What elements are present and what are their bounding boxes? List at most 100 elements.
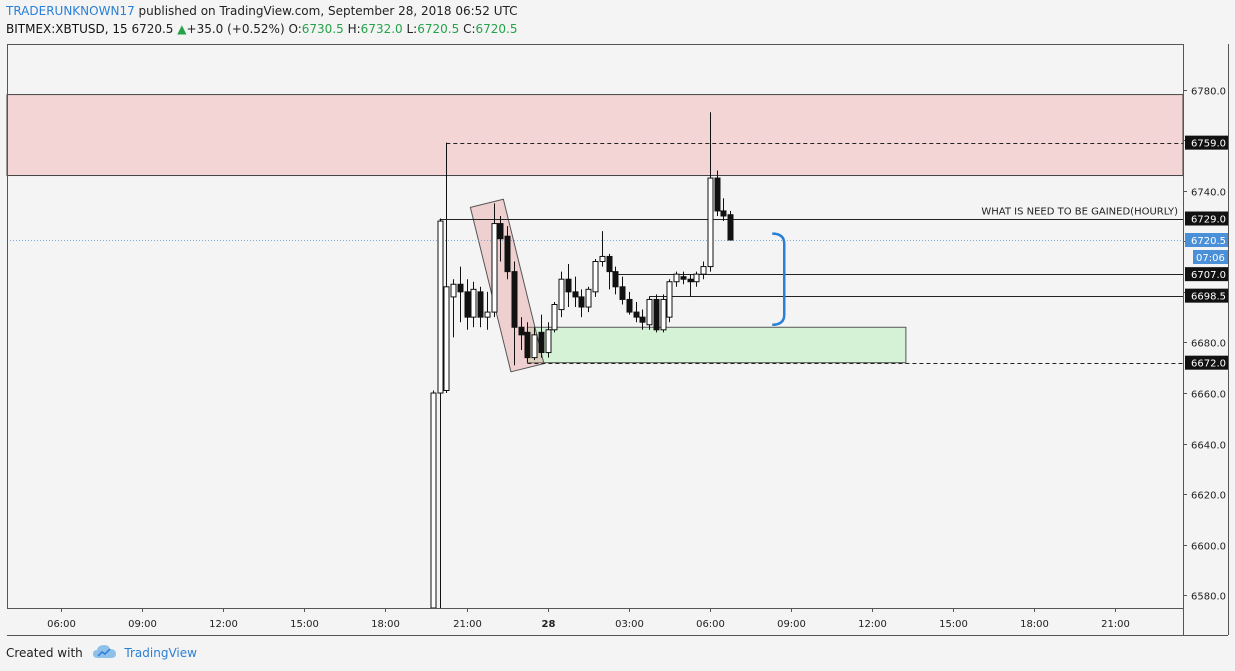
candle [619, 276, 626, 305]
countdown-tag-bg [1193, 250, 1228, 265]
candle-body [511, 271, 518, 328]
candle-body [443, 286, 450, 391]
candle [457, 266, 464, 323]
level-price-tag: 6672.0 [1191, 359, 1226, 370]
candle-body [551, 304, 558, 331]
candle [531, 327, 538, 361]
low-label: L: [406, 22, 418, 36]
tradingview-link[interactable]: TradingView [124, 646, 197, 660]
close-value: 6720.5 [475, 22, 518, 36]
candle-body [612, 271, 619, 288]
bracket-mark [772, 232, 786, 326]
x-tick-label: 12:00 [209, 619, 238, 630]
candle-body [639, 316, 646, 323]
candle-body [714, 177, 721, 212]
candle [464, 279, 471, 330]
candle-body [680, 276, 687, 280]
candle-body [592, 261, 599, 293]
high-value: 6732.0 [360, 22, 403, 36]
candle-body [660, 298, 667, 331]
level-price-tag-bg [1185, 211, 1228, 226]
footer: Created with TradingView [6, 645, 197, 665]
countdown-tag: 07:06 [1196, 253, 1225, 264]
created-with-label: Created with [6, 646, 83, 660]
x-tick-label: 09:00 [777, 619, 806, 630]
candle-body [687, 278, 694, 283]
candle-body [578, 296, 585, 308]
candle [578, 289, 585, 318]
candle-body [491, 223, 498, 313]
x-tick-label: 28 [542, 619, 556, 630]
pullback-box [469, 198, 545, 373]
candle-body [720, 210, 727, 217]
level-price-tag-bg [1185, 267, 1228, 282]
x-tick-label: 21:00 [1101, 619, 1130, 630]
candle-body [504, 235, 511, 273]
open-label: O: [288, 22, 302, 36]
x-tick-label: 21:00 [453, 619, 482, 630]
candle-body [599, 255, 606, 263]
candle [633, 301, 640, 323]
candle-body [619, 286, 626, 300]
candle [612, 266, 619, 295]
low-value: 6720.5 [417, 22, 460, 36]
candle-body [558, 278, 565, 311]
candle-body [707, 177, 714, 268]
candle-body [700, 266, 707, 275]
tradingview-cloud-icon [92, 645, 117, 662]
y-tick-label: 6740.0 [1191, 188, 1226, 199]
y-tick-label: 6640.0 [1191, 441, 1226, 452]
candle [551, 301, 558, 333]
candle [443, 142, 450, 394]
x-tick-label: 06:00 [696, 619, 725, 630]
last-price-tag: 6720.5 [1191, 236, 1226, 247]
candle-body [666, 281, 673, 318]
candle-body [653, 298, 660, 331]
candle [666, 279, 673, 323]
candle [592, 258, 599, 297]
candle [606, 253, 613, 290]
level-price-tag: 6698.5 [1191, 292, 1226, 303]
author-link[interactable]: TRADERUNKNOWN17 [6, 4, 135, 18]
candle [660, 294, 667, 333]
chart-header: TRADERUNKNOWN17 published on TradingView… [0, 0, 1235, 44]
candle-body [524, 331, 531, 359]
candle-body [538, 331, 545, 354]
level-price-tag: 6729.0 [1191, 215, 1226, 226]
candle-body [633, 311, 640, 318]
candle-body [565, 278, 572, 293]
y-tick-label: 6620.0 [1191, 491, 1226, 502]
close-label: C: [463, 22, 476, 36]
x-tick-label: 15:00 [939, 619, 968, 630]
level-price-tag: 6759.0 [1191, 139, 1226, 150]
candle-body [484, 311, 491, 318]
candle [646, 296, 653, 330]
candle [545, 322, 552, 358]
candle-body [470, 288, 477, 318]
level-price-tag-bg [1185, 355, 1228, 370]
x-tick-label: 09:00 [128, 619, 157, 630]
candle [653, 294, 660, 333]
candle [484, 291, 491, 330]
candle [707, 112, 714, 272]
candle-body [450, 283, 457, 298]
candle [511, 261, 518, 366]
candle [450, 279, 457, 338]
ohlc-line: BITMEX:XBTUSD, 15 6720.5 ▲+35.0 (+0.52%)… [6, 22, 517, 36]
x-tick-label: 03:00 [615, 619, 644, 630]
candle [491, 203, 498, 318]
candle-body [457, 283, 464, 293]
demand-zone [526, 326, 907, 364]
candle [565, 264, 572, 308]
candle [497, 215, 504, 262]
candle-body [464, 291, 471, 318]
x-tick-label: 12:00 [858, 619, 887, 630]
candle [518, 317, 525, 351]
candle-body [673, 273, 680, 283]
y-tick-label: 6780.0 [1191, 87, 1226, 98]
y-tick-label: 6580.0 [1191, 592, 1226, 603]
candle [714, 170, 721, 216]
candle-body [437, 220, 444, 394]
y-tick-label: 6680.0 [1191, 339, 1226, 350]
